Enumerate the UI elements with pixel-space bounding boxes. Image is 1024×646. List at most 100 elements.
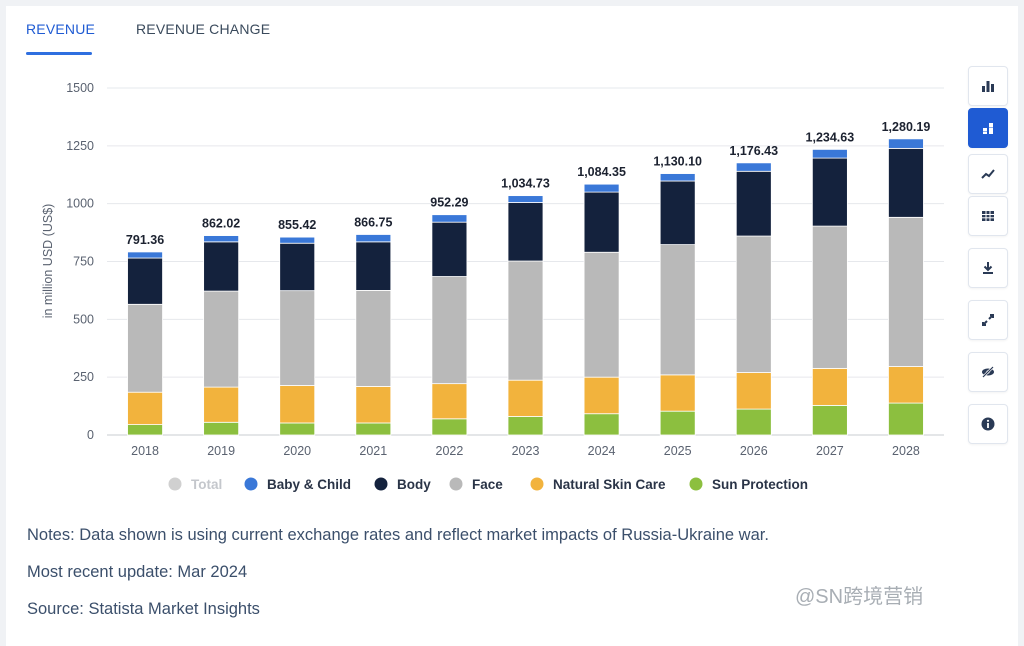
bar-segment: [583, 413, 620, 436]
bar-segment: [735, 235, 772, 373]
y-tick-label: 500: [73, 312, 94, 326]
line-chart-button[interactable]: [968, 154, 1008, 194]
bar-segment: [203, 235, 240, 243]
total-label: 1,280.19: [882, 120, 931, 134]
legend-label[interactable]: Natural Skin Care: [553, 477, 666, 492]
legend-marker: [689, 477, 703, 491]
bar-segment: [127, 257, 163, 305]
update-text: Most recent update: Mar 2024: [27, 563, 248, 581]
stacked-bar-button[interactable]: [968, 108, 1008, 148]
total-label: 952.29: [430, 196, 468, 210]
legend-label[interactable]: Body: [397, 477, 431, 492]
bar-segment: [811, 225, 848, 369]
bar-segment: [659, 173, 696, 182]
table-icon: [982, 211, 994, 221]
x-tick-label: 2019: [207, 444, 235, 458]
total-label: 791.36: [126, 233, 164, 247]
bar-segment: [431, 276, 468, 385]
y-tick-label: 1500: [66, 81, 94, 95]
info-button[interactable]: [968, 404, 1008, 444]
total-label: 1,234.63: [806, 130, 855, 144]
tab-revenue-change[interactable]: REVENUE CHANGE: [136, 21, 271, 37]
x-tick-label: 2028: [892, 444, 920, 458]
bar-segment: [659, 410, 696, 436]
bar-segment: [888, 147, 924, 218]
bar-segment: [355, 422, 392, 436]
download-icon: [983, 262, 993, 274]
x-tick-label: 2021: [359, 444, 387, 458]
y-tick-label: 1000: [66, 197, 94, 211]
bar-segment: [888, 366, 924, 404]
bar-segment: [127, 391, 163, 425]
bar-segment: [355, 290, 392, 387]
legend-marker: [244, 477, 258, 491]
table-view-button[interactable]: [968, 196, 1008, 236]
bar-segment: [203, 241, 240, 292]
tab-bar: REVENUE REVENUE CHANGE: [6, 6, 1018, 55]
x-tick-label: 2027: [816, 444, 844, 458]
x-tick-label: 2022: [436, 444, 464, 458]
bar-segment: [888, 402, 924, 436]
bar-segment: [127, 424, 163, 436]
fullscreen-button[interactable]: [968, 300, 1008, 340]
bar-segment: [735, 408, 772, 436]
bar-segment: [735, 162, 772, 172]
y-tick-label: 250: [73, 370, 94, 384]
bar-segment: [355, 241, 392, 291]
bar-segment: [735, 372, 772, 410]
x-tick-label: 2026: [740, 444, 768, 458]
bar-segment: [279, 422, 316, 436]
bar-segment: [888, 216, 924, 367]
info-icon: [981, 417, 995, 431]
stacked-bar-icon: [983, 123, 993, 134]
legend-marker: [168, 477, 182, 491]
download-button[interactable]: [968, 248, 1008, 288]
legend-marker: [374, 477, 388, 491]
bar-segment: [507, 260, 544, 381]
total-label: 855.42: [278, 218, 316, 232]
legend-label[interactable]: Sun Protection: [712, 477, 808, 492]
bar-segment: [431, 418, 468, 436]
bar-segment: [203, 290, 240, 388]
bar-chart-icon: [982, 81, 994, 92]
bar-segment: [279, 290, 316, 386]
y-tick-label: 1250: [66, 139, 94, 153]
bar-segment: [811, 148, 848, 159]
tab-revenue[interactable]: REVENUE: [26, 21, 96, 37]
bar-chart-button[interactable]: [968, 66, 1008, 106]
bar-segment: [735, 170, 772, 237]
revenue-stacked-bar-chart: 0 250 500 750 1000 1250 1500 in million USD (US…: [41, 81, 944, 492]
bar-segment: [203, 421, 240, 436]
bar-segment: [431, 221, 468, 277]
total-label: 862.02: [202, 217, 240, 231]
legend-label[interactable]: Baby & Child: [267, 477, 351, 492]
bar-segment: [279, 385, 316, 424]
bar-segment: [279, 242, 316, 292]
legend-label[interactable]: Total: [191, 477, 222, 492]
bar-segment: [431, 214, 468, 223]
bar-segment: [507, 202, 544, 262]
bar-segment: [583, 191, 620, 253]
fullscreen-icon: [982, 314, 994, 326]
total-label: 1,034.73: [501, 177, 550, 191]
bar-segment: [659, 244, 696, 376]
legend-marker: [530, 477, 544, 491]
total-label: 1,084.35: [577, 165, 626, 179]
chart-card: REVENUE REVENUE CHANGE 0 250 500 750 1000 125…: [6, 6, 1018, 646]
bar-segment: [203, 386, 240, 423]
bar-segment: [355, 386, 392, 424]
hide-button[interactable]: [968, 352, 1008, 392]
bar-segment: [507, 195, 544, 203]
legend-label[interactable]: Face: [472, 477, 503, 492]
legend-marker: [449, 477, 463, 491]
x-tick-label: 2018: [131, 444, 159, 458]
bar-segment: [811, 367, 848, 406]
watermark: @SN跨境营销: [795, 586, 924, 608]
total-label: 1,176.43: [729, 144, 778, 158]
bar-segment: [659, 374, 696, 412]
line-chart-icon: [981, 169, 995, 179]
active-tab-indicator: [26, 52, 92, 55]
bar-segment: [583, 376, 620, 415]
bar-segment: [507, 416, 544, 436]
x-tick-label: 2025: [664, 444, 692, 458]
